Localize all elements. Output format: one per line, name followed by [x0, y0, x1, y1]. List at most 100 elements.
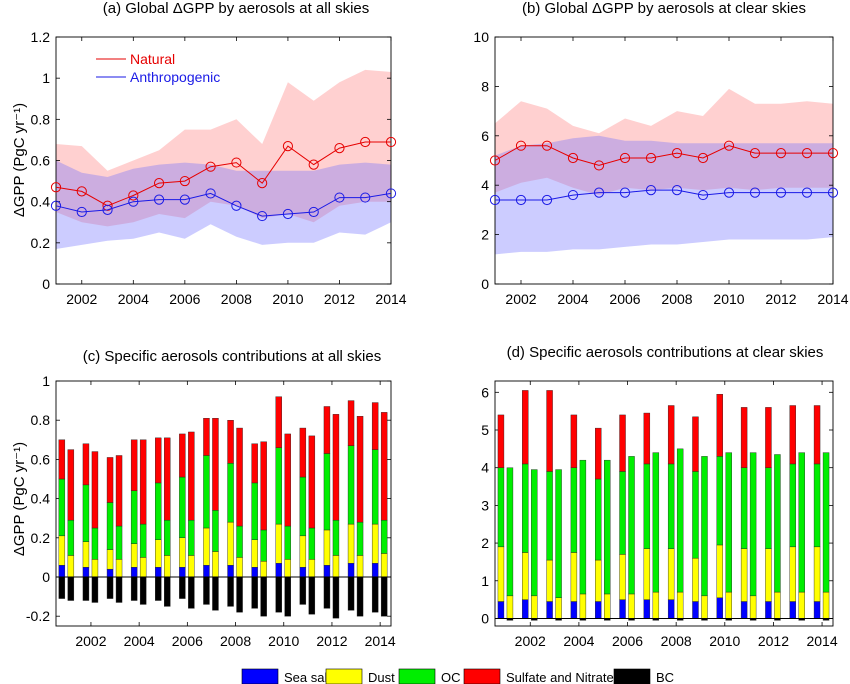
bar-bc-natural — [347, 576, 355, 611]
bar-seasalt-natural — [716, 597, 723, 619]
y-tick-label: 2 — [481, 535, 489, 551]
plot-frame — [494, 380, 834, 627]
data-point-natural — [334, 143, 345, 154]
bar-oc-natural — [299, 476, 307, 537]
data-point-anthropogenic — [801, 187, 813, 198]
bar-sulfate-nitrate-anthropogenic — [188, 431, 195, 521]
bar-bc-anthropogenic — [67, 576, 75, 601]
panel-b-global-gpp-clear-skies: (b) Global ΔGPP by aerosols at clear ski… — [473, 0, 848, 307]
bar-bc-anthropogenic — [212, 576, 219, 611]
data-point-anthropogenic — [645, 185, 657, 196]
bar-oc-natural — [789, 463, 796, 548]
bar-oc-natural — [765, 467, 772, 549]
bar-dust-anthropogenic — [798, 591, 805, 619]
bar-dust-anthropogenic — [332, 555, 340, 578]
bar-sulfate-nitrate-natural — [323, 406, 331, 454]
bar-oc-anthropogenic — [188, 519, 195, 556]
x-tick-label: 2010 — [709, 633, 740, 649]
bar-oc-natural — [251, 482, 258, 540]
bar-oc-anthropogenic — [774, 454, 781, 593]
data-point-natural — [645, 152, 657, 164]
bar-dust-anthropogenic — [164, 555, 171, 578]
panel-a-ylabel: ΔGPP (PgC yr⁻¹) — [11, 103, 28, 217]
bar-oc-anthropogenic — [798, 452, 805, 593]
bar-oc-anthropogenic — [531, 469, 538, 597]
bar-oc-natural — [716, 456, 723, 546]
bar-dust-anthropogenic — [531, 595, 538, 619]
data-point-natural — [827, 147, 839, 159]
bar-dust-anthropogenic — [356, 555, 364, 578]
bar-oc-natural — [546, 471, 553, 561]
bar-oc-natural — [522, 463, 529, 553]
legend-label-natural: Natural — [130, 51, 175, 67]
bar-sulfate-nitrate-natural — [546, 390, 553, 472]
panel-a-title: (a) Global ΔGPP by aerosols at all skies — [103, 0, 370, 17]
bar-oc-anthropogenic — [725, 452, 732, 593]
bar-oc-natural — [227, 463, 234, 523]
bar-dust-anthropogenic — [236, 557, 243, 578]
x-tick-label: 2002 — [505, 291, 536, 307]
data-point-natural — [50, 182, 62, 193]
data-point-natural — [179, 175, 190, 187]
y-tick-label: 3 — [481, 497, 489, 513]
legend-swatch-oc — [398, 668, 436, 684]
bar-bc-natural — [371, 576, 379, 613]
bar-bc-anthropogenic — [260, 576, 267, 617]
bar-dust-natural — [789, 546, 796, 602]
x-tick-label: 2004 — [563, 633, 594, 649]
bar-dust-natural — [323, 529, 331, 566]
bar-dust-natural — [130, 543, 138, 568]
y-tick-label: 4 — [481, 460, 489, 476]
y-tick-label: 0.4 — [31, 491, 51, 507]
bar-sulfate-nitrate-natural — [765, 407, 772, 468]
bar-bc-natural — [251, 576, 258, 609]
bar-bc-natural — [130, 576, 138, 601]
bar-oc-natural — [155, 482, 162, 540]
bar-dust-natural — [570, 552, 578, 602]
x-tick-label: 2010 — [713, 291, 744, 307]
bar-sulfate-nitrate-natural — [179, 433, 186, 478]
bar-dust-natural — [692, 557, 699, 602]
bar-sulfate-nitrate-natural — [299, 427, 307, 478]
data-point-natural — [515, 140, 527, 151]
bar-dust-natural — [619, 554, 626, 600]
bar-oc-natural — [82, 484, 90, 542]
bar-dust-natural — [275, 523, 282, 564]
bar-dust-anthropogenic — [115, 559, 123, 578]
data-point-natural — [775, 147, 787, 159]
uncertainty-band-natural — [495, 88, 833, 196]
bar-sulfate-nitrate-natural — [813, 405, 821, 465]
data-point-anthropogenic — [541, 194, 553, 206]
bar-seasalt-natural — [570, 601, 578, 619]
data-point-natural — [749, 147, 761, 159]
plot-frame — [55, 380, 392, 627]
bar-dust-anthropogenic — [506, 595, 514, 619]
bar-bc-anthropogenic — [284, 576, 291, 617]
bar-seasalt-natural — [58, 565, 66, 578]
bar-oc-anthropogenic — [628, 456, 635, 595]
bar-seasalt-natural — [179, 567, 186, 578]
x-tick-label: 2014 — [375, 291, 406, 307]
bar-bc-anthropogenic — [380, 576, 388, 617]
bar-dust-anthropogenic — [139, 557, 147, 578]
data-point-natural — [385, 136, 397, 148]
bar-bc-natural — [227, 576, 234, 607]
y-tick-label: 1 — [42, 373, 50, 389]
bar-seasalt-natural — [323, 565, 331, 578]
data-point-natural — [489, 155, 501, 166]
x-tick-label: 2002 — [515, 633, 546, 649]
bar-oc-anthropogenic — [506, 467, 514, 597]
bar-dust-natural — [299, 535, 307, 568]
y-tick-label: 0.2 — [31, 530, 51, 546]
y-tick-label: -0.2 — [26, 608, 50, 624]
bar-seasalt-natural — [692, 601, 699, 619]
bar-sulfate-nitrate-anthropogenic — [164, 437, 171, 521]
data-point-anthropogenic — [128, 196, 139, 207]
data-point-anthropogenic — [360, 192, 371, 203]
bar-sulfate-nitrate-natural — [347, 400, 355, 446]
bar-bc-anthropogenic — [115, 576, 123, 603]
x-tick-label: 2006 — [609, 291, 640, 307]
y-tick-label: 0.2 — [31, 235, 51, 251]
data-point-anthropogenic — [567, 189, 579, 201]
legend-swatch-sea-salt — [241, 668, 279, 684]
